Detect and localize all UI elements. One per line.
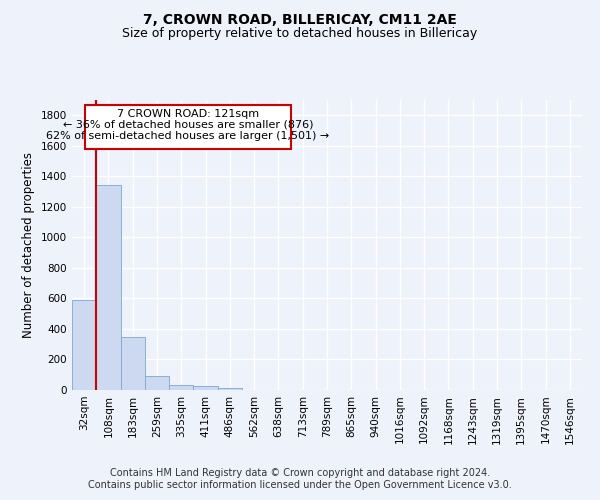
Bar xyxy=(121,336,145,390)
Y-axis label: Number of detached properties: Number of detached properties xyxy=(22,152,35,338)
Text: 62% of semi-detached houses are larger (1,501) →: 62% of semi-detached houses are larger (… xyxy=(46,130,329,140)
Bar xyxy=(218,388,242,390)
Text: ← 36% of detached houses are smaller (876): ← 36% of detached houses are smaller (87… xyxy=(63,120,313,130)
Text: Size of property relative to detached houses in Billericay: Size of property relative to detached ho… xyxy=(122,28,478,40)
Text: Contains public sector information licensed under the Open Government Licence v3: Contains public sector information licen… xyxy=(88,480,512,490)
Text: Contains HM Land Registry data © Crown copyright and database right 2024.: Contains HM Land Registry data © Crown c… xyxy=(110,468,490,477)
Bar xyxy=(193,386,218,390)
FancyBboxPatch shape xyxy=(85,104,290,149)
Text: 7, CROWN ROAD, BILLERICAY, CM11 2AE: 7, CROWN ROAD, BILLERICAY, CM11 2AE xyxy=(143,12,457,26)
Bar xyxy=(96,186,121,390)
Text: 7 CROWN ROAD: 121sqm: 7 CROWN ROAD: 121sqm xyxy=(117,109,259,119)
Bar xyxy=(72,300,96,390)
Bar xyxy=(169,384,193,390)
Bar xyxy=(145,376,169,390)
